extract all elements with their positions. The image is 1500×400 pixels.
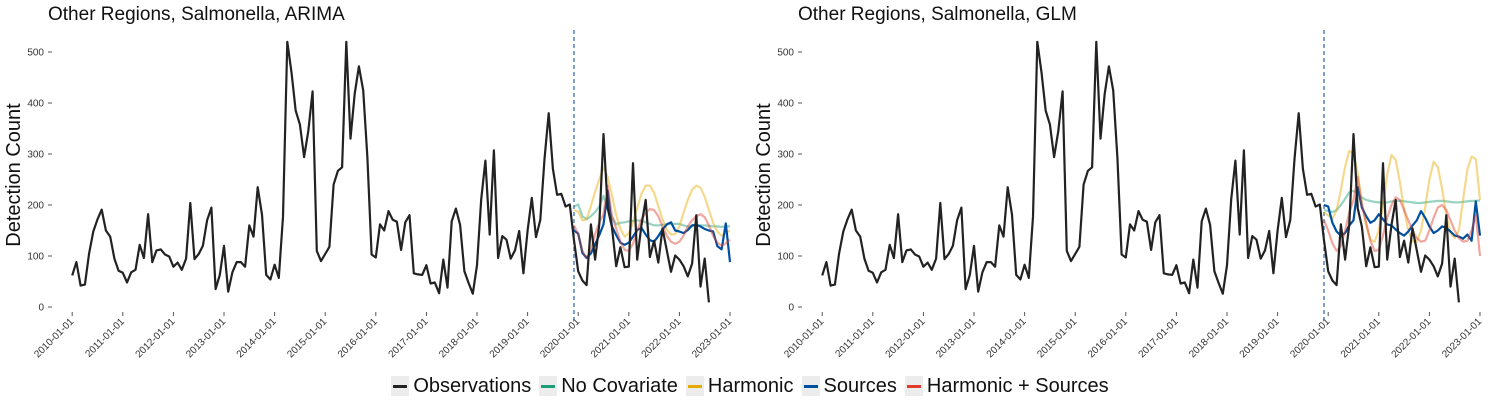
legend-key-no-covariate [539, 376, 558, 396]
y-tick-label: 200 [777, 201, 794, 212]
chart-title: Other Regions, Salmonella, ARIMA [48, 4, 345, 25]
y-tick-label: 100 [777, 252, 794, 263]
x-tick-label: 2016-01-01 [336, 316, 380, 360]
x-tick-label: 2021-01-01 [589, 316, 633, 360]
legend-item-sources: Sources [801, 374, 897, 398]
x-tick-label: 2017-01-01 [1137, 316, 1181, 360]
arima-panel: Other Regions, Salmonella, ARIMA Detectio… [3, 4, 734, 360]
x-tick-label: 2019-01-01 [488, 316, 532, 360]
x-tick-label: 2022-01-01 [640, 316, 684, 360]
legend-item-no-covariate: No Covariate [539, 375, 678, 398]
x-tick-label: 2019-01-01 [1238, 316, 1282, 360]
legend-swatch [906, 385, 921, 388]
x-tick-label: 2022-01-01 [1390, 316, 1434, 360]
y-tick-label: 500 [27, 48, 44, 59]
legend-swatch [393, 385, 408, 388]
legend-label: Harmonic + Sources [926, 374, 1109, 397]
legend-label: Harmonic [707, 374, 794, 397]
forecast-figure: Other Regions, Salmonella, ARIMA Detectio… [3, 4, 1484, 360]
x-tick-label: 2012-01-01 [884, 316, 928, 360]
x-tick-label: 2010-01-01 [32, 316, 76, 360]
x-tick-label: 2011-01-01 [84, 316, 128, 360]
legend-key-observations [391, 376, 410, 396]
x-tick-label: 2010-01-01 [782, 316, 826, 360]
legend-item-observations: Observations [391, 375, 531, 398]
x-tick-label: 2021-01-01 [1339, 316, 1383, 360]
y-tick-label: 0 [788, 303, 794, 314]
series-line-observations [821, 40, 1460, 303]
glm-panel: Other Regions, Salmonella, GLM Detection … [753, 4, 1484, 360]
x-tick-label: 2018-01-01 [1187, 316, 1231, 360]
x-tick-label: 2020-01-01 [538, 316, 582, 360]
series-line-observations [71, 40, 710, 303]
y-tick-label: 300 [777, 150, 794, 161]
x-tick-label: 2023-01-01 [690, 316, 734, 360]
legend-item-harmonic-sources: Harmonic + Sources [904, 374, 1109, 398]
x-tick-label: 2011-01-01 [834, 316, 878, 360]
y-tick-label: 500 [777, 48, 794, 59]
legend-swatch [541, 385, 556, 388]
series-line-harmonic [573, 166, 731, 238]
y-tick-label: 100 [27, 252, 44, 263]
x-tick-label: 2013-01-01 [934, 316, 978, 360]
chart-title: Other Regions, Salmonella, GLM [798, 4, 1077, 25]
legend-item-harmonic: Harmonic [685, 374, 794, 398]
legend-label: Sources [823, 374, 897, 397]
y-tick-label: 400 [27, 99, 44, 110]
x-tick-label: 2014-01-01 [235, 316, 279, 360]
x-tick-label: 2023-01-01 [1440, 316, 1484, 360]
legend-key-sources [801, 376, 820, 396]
legend-label: No Covariate [561, 374, 678, 397]
legend-key-harmonic [685, 376, 704, 396]
series-line-harmonic [1323, 149, 1482, 243]
x-tick-label: 2015-01-01 [285, 316, 329, 360]
legend-swatch [803, 385, 818, 388]
x-tick-label: 2018-01-01 [437, 316, 481, 360]
series-line-sources [573, 189, 732, 263]
x-tick-label: 2016-01-01 [1086, 316, 1130, 360]
y-axis-label: Detection Count [3, 103, 25, 247]
x-tick-label: 2013-01-01 [184, 316, 228, 360]
y-tick-label: 0 [38, 303, 44, 314]
legend-swatch [687, 385, 702, 388]
x-tick-label: 2012-01-01 [134, 316, 178, 360]
y-tick-label: 300 [27, 150, 44, 161]
y-axis-label: Detection Count [753, 103, 775, 247]
x-tick-label: 2020-01-01 [1288, 316, 1332, 360]
legend-label: Observations [413, 374, 532, 397]
chart-legend: Observations No Covariate Harmonic Sourc… [0, 372, 1500, 400]
legend-key-harmonic-sources [904, 376, 923, 396]
x-tick-label: 2014-01-01 [985, 316, 1029, 360]
x-tick-label: 2017-01-01 [387, 316, 431, 360]
x-tick-label: 2015-01-01 [1035, 316, 1079, 360]
y-tick-label: 200 [27, 201, 44, 212]
y-tick-label: 400 [777, 99, 794, 110]
